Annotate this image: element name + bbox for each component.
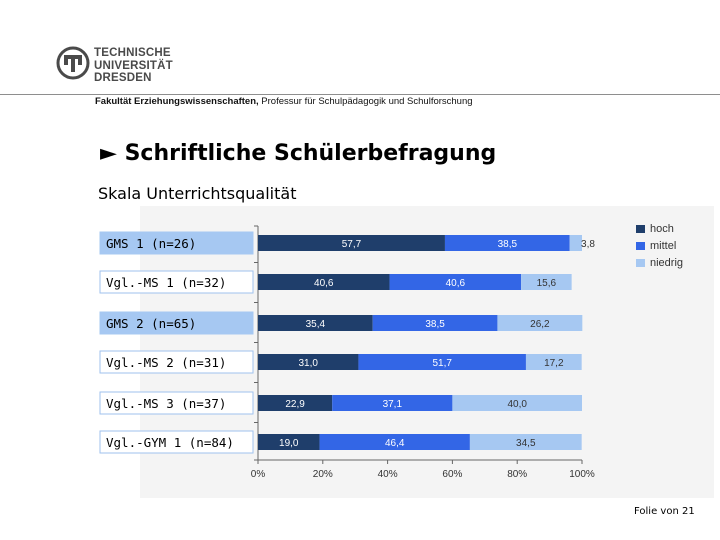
bar-hoch-4 (258, 395, 333, 411)
bar-label-mittel-3: 51,7 (432, 358, 452, 369)
bar-niedrig-2 (497, 315, 583, 331)
bar-label-niedrig-3: 17,2 (544, 358, 564, 369)
bar-hoch-2 (258, 315, 373, 331)
bar-label-hoch-0: 57,7 (342, 239, 362, 250)
bar-label-niedrig-0: 3,8 (581, 239, 595, 250)
bar-label-hoch-4: 22,9 (285, 399, 305, 410)
university-line-2: UNIVERSITÄT (94, 59, 173, 72)
x-tick-label-1: 20% (313, 469, 333, 480)
x-tick-label-3: 60% (442, 469, 462, 480)
category-box-5 (99, 430, 254, 454)
bar-hoch-1 (258, 274, 390, 290)
bar-hoch-3 (258, 354, 359, 370)
legend-item-mittel: mittel (628, 237, 683, 254)
bar-label-hoch-2: 35,4 (306, 319, 326, 330)
faculty-name: Fakultät Erziehungswissenschaften, (95, 96, 259, 107)
legend-item-hoch: hoch (628, 220, 683, 237)
category-label-3: Vgl.-MS 2 (n=31) (106, 355, 226, 370)
bar-mittel-1 (389, 274, 522, 290)
category-box-2 (99, 311, 254, 335)
university-name: TECHNISCHE UNIVERSITÄT DRESDEN (94, 47, 173, 85)
legend-swatch-hoch (636, 224, 645, 233)
bar-label-hoch-1: 40,6 (314, 278, 334, 289)
slide-footer: Folie von 21 (634, 506, 695, 517)
category-label-5: Vgl.-GYM 1 (n=84) (106, 435, 234, 450)
bar-mittel-4 (332, 395, 453, 411)
slide-subtitle: Skala Unterrichtsqualität (98, 184, 297, 203)
bar-label-niedrig-1: 15,6 (537, 278, 557, 289)
tu-dresden-logo (56, 46, 90, 80)
bar-hoch-5 (258, 434, 320, 450)
bar-label-mittel-2: 38,5 (425, 319, 445, 330)
bar-label-niedrig-5: 34,5 (516, 438, 536, 449)
category-box-4 (99, 391, 254, 415)
header-rule (0, 94, 720, 95)
bar-mittel-5 (319, 434, 470, 450)
bar-label-mittel-5: 46,4 (385, 438, 405, 449)
x-tick-label-4: 80% (507, 469, 527, 480)
bar-niedrig-0 (569, 235, 582, 251)
bar-label-mittel-0: 38,5 (498, 239, 518, 250)
legend-swatch-mittel (636, 241, 645, 250)
category-label-2: GMS 2 (n=65) (106, 316, 196, 331)
professorship-name: Professur für Schulpädagogik und Schulfo… (261, 96, 473, 107)
chart-legend: hoch mittel niedrig (628, 220, 684, 271)
bar-label-mittel-4: 37,1 (383, 399, 403, 410)
bar-label-hoch-3: 31,0 (298, 358, 318, 369)
bar-label-hoch-5: 19,0 (279, 438, 299, 449)
slide-title: ► Schriftliche Schülerbefragung (100, 141, 497, 166)
bar-label-niedrig-4: 40,0 (507, 399, 527, 410)
legend-item-niedrig: niedrig (628, 254, 683, 271)
category-box-3 (99, 350, 254, 374)
bar-mittel-0 (444, 235, 570, 251)
x-tick-label-2: 40% (378, 469, 398, 480)
x-tick-label-0: 0% (251, 469, 266, 480)
category-label-0: GMS 1 (n=26) (106, 236, 196, 251)
x-tick-label-5: 100% (569, 469, 595, 480)
bar-mittel-2 (372, 315, 498, 331)
university-line-1: TECHNISCHE (94, 47, 171, 59)
university-line-3: DRESDEN (94, 72, 152, 84)
legend-label-mittel: mittel (650, 239, 677, 252)
bar-mittel-3 (358, 354, 526, 370)
faculty-line: Fakultät Erziehungswissenschaften, Profe… (95, 96, 473, 107)
bar-niedrig-1 (521, 274, 572, 290)
category-box-0 (99, 231, 254, 255)
category-box-1 (99, 270, 254, 294)
category-label-4: Vgl.-MS 3 (n=37) (106, 396, 226, 411)
bar-hoch-0 (258, 235, 445, 251)
category-label-1: Vgl.-MS 1 (n=32) (106, 275, 226, 290)
legend-swatch-niedrig (636, 258, 645, 267)
bar-niedrig-3 (525, 354, 582, 370)
legend-label-hoch: hoch (650, 222, 674, 235)
legend-label-niedrig: niedrig (650, 256, 684, 269)
bar-niedrig-5 (469, 434, 582, 450)
bar-niedrig-4 (452, 395, 582, 411)
bar-label-mittel-1: 40,6 (446, 278, 466, 289)
bar-label-niedrig-2: 26,2 (530, 319, 550, 330)
